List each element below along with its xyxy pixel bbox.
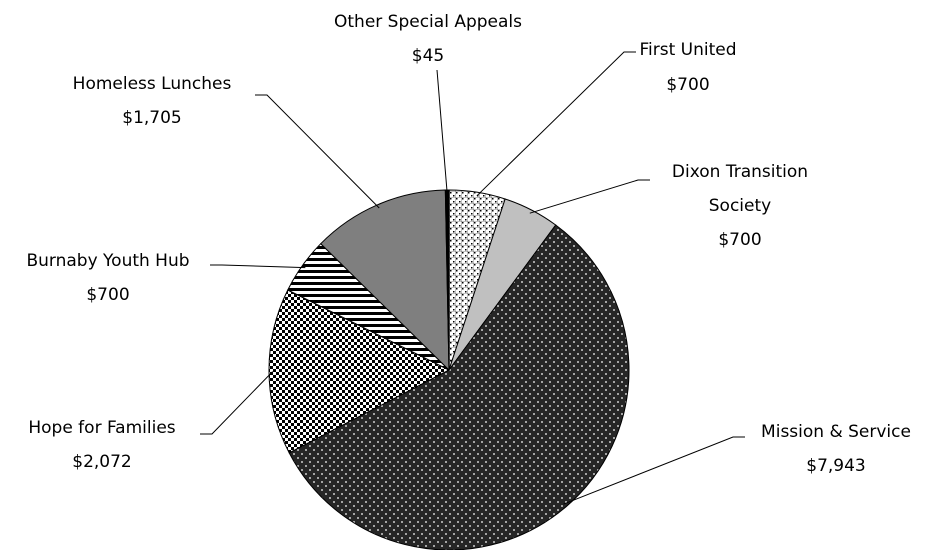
slice-label: Hope for Families (28, 418, 176, 438)
slice-label: Homeless Lunches (72, 74, 232, 94)
value-label: $7,943 (806, 456, 866, 476)
pie-slice (288, 224, 630, 550)
leader-line (476, 51, 636, 197)
value-label: $700 (718, 230, 762, 250)
leader-line (210, 264, 306, 269)
value-label: $700 (86, 285, 130, 305)
slice-label: Mission & Service (761, 422, 911, 442)
pie-slice (320, 189, 450, 372)
value-label: $45 (411, 46, 445, 66)
slice-label: Dixon Transition Society (671, 162, 809, 216)
value-label: $1,705 (122, 108, 182, 128)
leader-line (529, 179, 650, 214)
leader-line (436, 69, 448, 194)
leader-line (563, 436, 745, 505)
slice-label: Burnaby Youth Hub (26, 251, 190, 271)
slice-label: Other Special Appeals (334, 12, 522, 32)
leader-line (200, 371, 273, 435)
value-label: $2,072 (72, 452, 132, 472)
pie-slice (268, 289, 451, 454)
value-label: $700 (666, 75, 710, 95)
leader-line (255, 94, 380, 209)
slice-label: First United (639, 40, 737, 60)
